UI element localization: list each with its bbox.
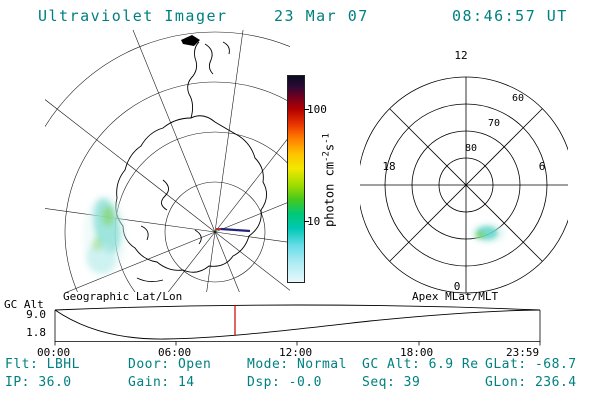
orbit-curve-lower	[54, 309, 541, 340]
unit-cm-exp: -2	[321, 151, 332, 162]
status-value: 6.9 Re	[428, 357, 479, 372]
status-dsp: Dsp: -0.0	[247, 375, 322, 390]
time-label: 08:46:57 UT	[452, 7, 568, 25]
mlt-label-12: 12	[454, 49, 467, 62]
mlt-label-0: 0	[454, 280, 461, 293]
status-ip: IP: 36.0	[5, 375, 72, 390]
unit-s-exp: -1	[321, 133, 332, 144]
status-value: 39	[403, 375, 421, 390]
right-panel-caption: Apex MLat/MLT	[412, 290, 499, 303]
time-axis	[54, 310, 541, 346]
status-label: Seq:	[362, 375, 396, 390]
status-flt: Flt: LBHL	[5, 357, 80, 372]
strip-ytick-bottom: 1.8	[26, 326, 46, 339]
status-label: Gain:	[128, 375, 170, 390]
status-gain: Gain: 14	[128, 375, 195, 390]
status-label: Dsp:	[247, 375, 281, 390]
status-label: GLon:	[485, 375, 527, 390]
status-door: Door: Open	[128, 357, 211, 372]
status-label: GLat:	[485, 357, 527, 372]
graticule	[45, 30, 290, 292]
colorbar-unit-label: photon cm-2s-1	[322, 133, 337, 227]
aurora-emission-geo	[83, 195, 127, 275]
status-label: Mode:	[247, 357, 289, 372]
orbit-curve-upper	[54, 304, 541, 311]
status-glat: GLat: -68.7	[485, 357, 577, 372]
coastline	[115, 35, 267, 283]
status-value: -0.0	[288, 375, 322, 390]
app-title: Ultraviolet Imager	[38, 7, 228, 25]
status-value: -68.7	[534, 357, 577, 372]
status-label: Flt:	[5, 357, 39, 372]
status-value: LBHL	[46, 357, 80, 372]
strip-ylabel: GC Alt	[4, 298, 44, 311]
unit-word: photon	[322, 183, 337, 227]
strip-xtick-0600: 06:00	[158, 346, 192, 359]
satellite-track	[220, 227, 251, 233]
unit-s: s	[322, 143, 337, 152]
status-value: Open	[177, 357, 212, 372]
strip-xtick-0000: 00:00	[37, 346, 71, 359]
mlat-ring-label-60: 60	[512, 93, 524, 104]
status-label: GC Alt:	[362, 357, 421, 372]
status-value: 14	[177, 375, 195, 390]
status-seq: Seq: 39	[362, 375, 420, 390]
strip-ytick-top: 9.0	[26, 308, 46, 321]
colorbar-tick-10	[304, 221, 309, 222]
mlat-ring-label-80: 80	[465, 143, 477, 154]
status-value: 36.0	[38, 375, 72, 390]
status-mode: Mode: Normal	[247, 357, 347, 372]
status-label: IP:	[5, 375, 30, 390]
aurora-emission-mlt	[471, 222, 505, 244]
colorbar-gradient	[287, 75, 305, 283]
colorbar-tick-label-10: 10	[307, 215, 321, 228]
gc-alt-strip-chart	[54, 304, 541, 346]
unit-cm: cm	[322, 161, 337, 184]
status-value: 236.4	[534, 375, 577, 390]
left-panel-caption: Geographic Lat/Lon	[63, 290, 183, 303]
strip-xtick-1200: 12:00	[279, 346, 313, 359]
apex-mlat-mlt-plot: 12 18 6 0 60 70 80	[360, 49, 568, 294]
status-glon: GLon: 236.4	[485, 375, 577, 390]
mlt-grid	[360, 76, 568, 294]
status-gc-alt: GC Alt: 6.9 Re	[362, 357, 479, 372]
mlt-label-6: 6	[539, 160, 546, 173]
date-label: 23 Mar 07	[274, 7, 369, 25]
colorbar-tick-100	[304, 109, 309, 110]
mlat-ring-label-70: 70	[488, 118, 500, 129]
status-value: Normal	[296, 357, 347, 372]
status-label: Door:	[128, 357, 170, 372]
colorbar-tick-label-100: 100	[307, 103, 327, 116]
mlt-label-18: 18	[382, 160, 395, 173]
strip-xtick-1800: 18:00	[400, 346, 434, 359]
strip-xtick-2359: 23:59	[506, 346, 540, 359]
geographic-map	[45, 30, 290, 292]
